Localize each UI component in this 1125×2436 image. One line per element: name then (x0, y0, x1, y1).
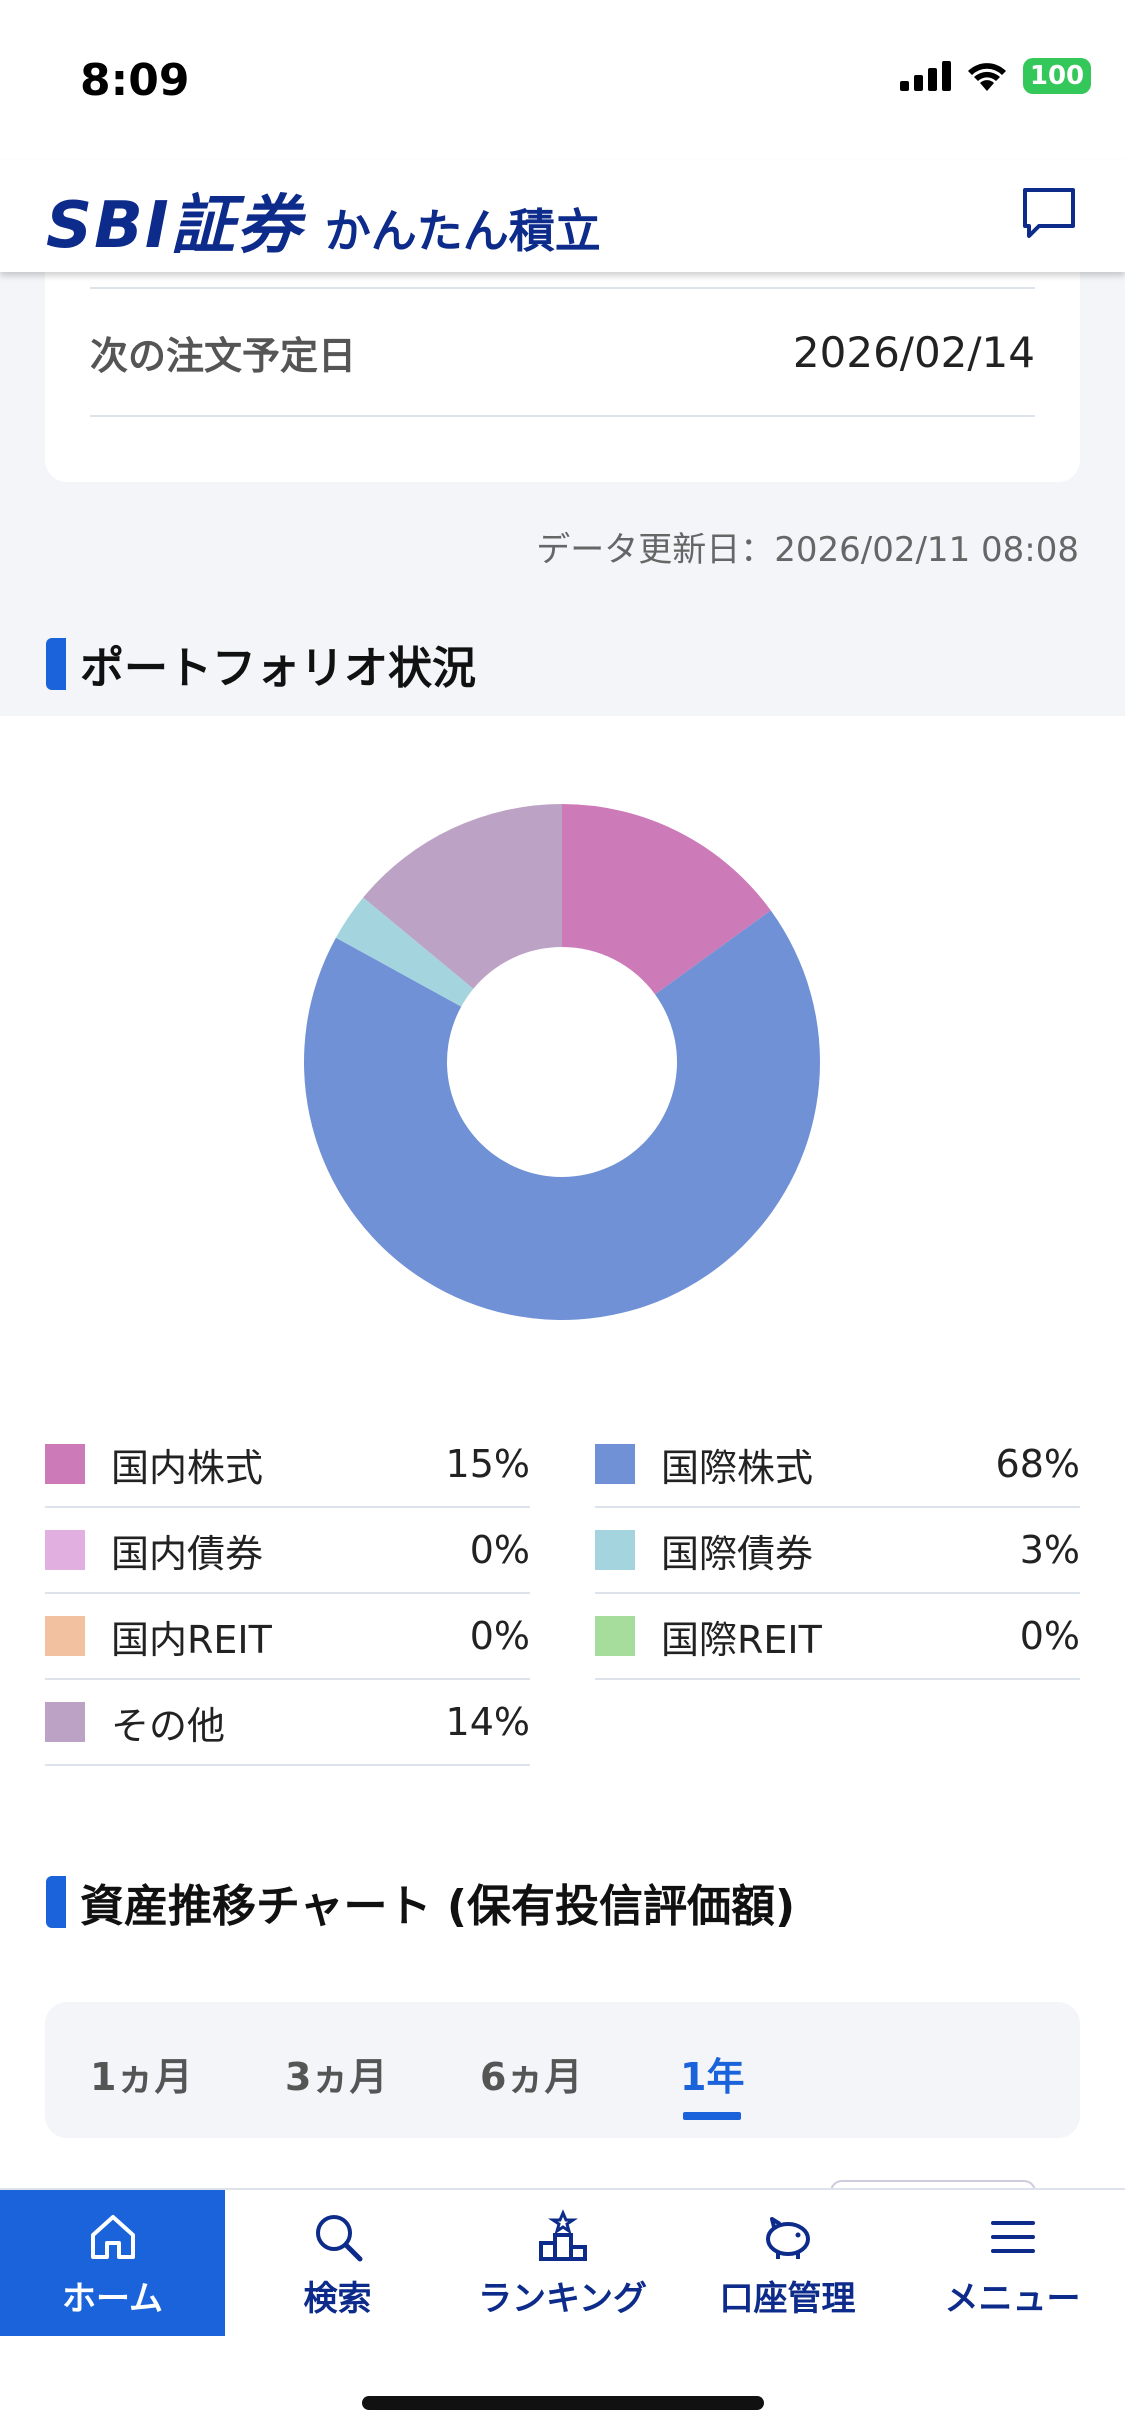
portfolio-donut-chart (302, 802, 822, 1322)
data-updated: データ更新日：2026/02/11 08:08 (536, 530, 1079, 570)
chart-toggle-peek[interactable] (830, 2180, 1036, 2188)
signal-icon (900, 61, 951, 91)
legend-item: 国内債券 0% (45, 1508, 530, 1594)
nav-label: 口座管理 (719, 2278, 856, 2319)
nav-label: メニュー (944, 2278, 1081, 2319)
tab-1month[interactable]: 1ヵ月 (90, 2055, 193, 2099)
donut-slice-6 (363, 804, 562, 989)
nav-home[interactable]: ホーム (0, 2190, 225, 2338)
section-marker (46, 1876, 66, 1928)
legend-name: 国内株式 (111, 1445, 264, 1490)
legend-item: その他 14% (45, 1680, 530, 1766)
donut-slice-0 (562, 804, 771, 995)
legend-swatch (45, 1530, 85, 1570)
nav-ranking[interactable]: ランキング (450, 2190, 675, 2338)
legend-name: 国内債券 (111, 1531, 264, 1576)
legend-item: 国内株式 15% (45, 1422, 530, 1508)
status-icons: 100 (900, 58, 1091, 94)
donut-slice-3 (335, 897, 474, 1007)
legend-percent: 0% (469, 1614, 530, 1658)
status-bar: 8:09 100 (0, 0, 1125, 160)
order-card: 次の注文予定日 2026/02/14 (45, 272, 1080, 482)
legend-swatch (45, 1616, 85, 1656)
logo-main: SBI証券 (46, 189, 303, 263)
battery-icon: 100 (1023, 58, 1091, 94)
main-content: 次の注文予定日 2026/02/14 データ更新日：2026/02/11 08:… (0, 272, 1125, 2188)
legend-name: 国際株式 (661, 1445, 814, 1490)
legend-name: その他 (111, 1703, 226, 1748)
nav-label: ホーム (62, 2278, 163, 2319)
home-indicator[interactable] (362, 2396, 764, 2410)
asset-chart-title: 資産推移チャート (保有投信評価額) (46, 1870, 795, 1934)
tab-1year[interactable]: 1年 (680, 2055, 745, 2099)
legend-item: 国内REIT 0% (45, 1594, 530, 1680)
tab-6months[interactable]: 6ヵ月 (480, 2055, 583, 2099)
legend-item: 国際REIT 0% (595, 1594, 1080, 1680)
donut-slice-1 (304, 910, 821, 1320)
nav-search[interactable]: 検索 (225, 2190, 450, 2338)
portfolio-title-text: ポートフォリオ状況 (80, 643, 476, 694)
legend-percent: 0% (469, 1528, 530, 1572)
nav-label: 検索 (303, 2278, 372, 2319)
status-time: 8:09 (80, 55, 190, 106)
piggy-bank-icon (765, 2216, 810, 2259)
period-tabs: 1ヵ月 3ヵ月 6ヵ月 1年 (45, 2002, 1080, 2138)
menu-icon (990, 2220, 1035, 2253)
legend-item: 国際債券 3% (595, 1508, 1080, 1594)
portfolio-title: ポートフォリオ状況 (46, 632, 476, 696)
app-header: SBI証券 かんたん積立 (0, 160, 1125, 272)
legend-name: 国際債券 (661, 1531, 814, 1576)
ranking-icon (538, 2208, 587, 2261)
home-icon (90, 2214, 135, 2259)
next-order-label: 次の注文予定日 (90, 333, 357, 378)
legend-percent: 15% (445, 1442, 530, 1486)
wifi-icon (968, 63, 1006, 91)
section-marker (46, 638, 66, 690)
legend-swatch (595, 1616, 635, 1656)
home-indicator-area (0, 2336, 1125, 2436)
legend-percent: 14% (445, 1700, 530, 1744)
legend-swatch (45, 1702, 85, 1742)
tab-3months[interactable]: 3ヵ月 (285, 2055, 388, 2099)
legend-percent: 0% (1019, 1614, 1080, 1658)
app-logo: SBI証券 かんたん積立 (46, 174, 601, 266)
nav-menu[interactable]: メニュー (900, 2190, 1125, 2338)
next-order-row: 次の注文予定日 2026/02/14 (90, 287, 1035, 417)
legend-name: 国内REIT (111, 1617, 272, 1662)
legend-swatch (45, 1444, 85, 1484)
legend-percent: 68% (995, 1442, 1080, 1486)
nav-label: ランキング (478, 2278, 647, 2319)
logo-sub: かんたん積立 (324, 204, 601, 258)
next-order-date: 2026/02/14 (792, 327, 1035, 377)
active-tab-underline (683, 2112, 741, 2120)
asset-chart-title-text: 資産推移チャート (保有投信評価額) (80, 1881, 796, 1932)
chat-bubble-icon[interactable] (1019, 184, 1079, 244)
legend-name: 国際REIT (661, 1617, 822, 1662)
legend-percent: 3% (1019, 1528, 1080, 1572)
search-icon (315, 2214, 362, 2261)
bottom-navigation: ホーム 検索 ランキング 口座管理 メニュー (0, 2188, 1125, 2338)
legend-item: 国際株式 68% (595, 1422, 1080, 1508)
legend-swatch (595, 1444, 635, 1484)
nav-account[interactable]: 口座管理 (675, 2190, 900, 2338)
legend-swatch (595, 1530, 635, 1570)
